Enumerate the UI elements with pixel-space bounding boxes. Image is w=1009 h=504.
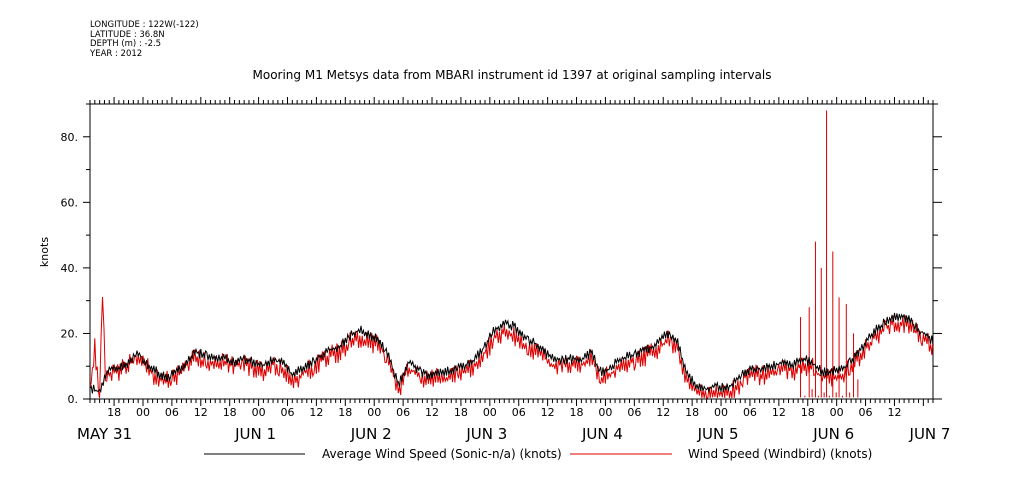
y-tick-label: 0. <box>68 393 79 406</box>
x-tick-label: 00 <box>598 406 612 419</box>
x-tick-label: 12 <box>309 406 323 419</box>
x-tick-label: 06 <box>627 406 641 419</box>
series-line-avg <box>90 312 933 394</box>
x-tick-label: 18 <box>338 406 352 419</box>
x-tick-labels: 18 00 06 12 18 00 06 12 18 00 06 12 18 00 06 12 18 00 06 12… <box>107 406 901 419</box>
y-axis-label: knots <box>38 237 51 267</box>
x-tick-label: 12 <box>887 406 901 419</box>
chart-title: Mooring M1 Metsys data from MBARI instru… <box>252 68 772 82</box>
x-tick-label: 12 <box>541 406 555 419</box>
date-label: JUN 1 <box>234 425 276 443</box>
series-line-windbird <box>90 296 933 399</box>
x-tick-label: 18 <box>223 406 237 419</box>
x-tick-label: 18 <box>107 406 121 419</box>
date-label: JUN 4 <box>581 425 623 443</box>
x-tick-label: 00 <box>714 406 728 419</box>
latitude-text: LATITUDE : 36.8N <box>90 29 165 40</box>
date-label: MAY 31 <box>77 425 132 443</box>
legend-label-avg: Average Wind Speed (Sonic-n/a) (knots) <box>322 447 562 461</box>
depth-text: DEPTH (m) : -2.5 <box>90 39 162 50</box>
date-label: JUN 3 <box>465 425 507 443</box>
x-tick-label: 12 <box>772 406 786 419</box>
x-tick-label: 12 <box>425 406 439 419</box>
metadata-block: LONGITUDE : 122W(-122) LATITUDE : 36.8N DE… <box>90 20 199 59</box>
x-tick-label: 00 <box>367 406 381 419</box>
year-text: YEAR : 2012 <box>90 48 143 59</box>
longitude-text: LONGITUDE : 122W(-122) <box>90 20 199 30</box>
date-label: JUN 7 <box>909 425 951 443</box>
date-label: JUN 2 <box>350 425 392 443</box>
date-label: JUN 5 <box>697 425 739 443</box>
x-tick-label: 18 <box>685 406 699 419</box>
x-tick-label: 18 <box>570 406 584 419</box>
x-tick-label: 00 <box>483 406 497 419</box>
x-tick-label: 12 <box>656 406 670 419</box>
series-layer <box>90 110 933 399</box>
y-tick-label: 80. <box>61 131 79 144</box>
legend: Average Wind Speed (Sonic-n/a) (knots) W… <box>204 447 872 461</box>
y-tick-label: 20. <box>61 327 79 340</box>
x-tick-label: 00 <box>830 406 844 419</box>
y-tick-labels: 0. 20. 40. 60. 80. <box>61 131 79 406</box>
date-labels: MAY 31 JUN 1 JUN 2 JUN 3 JUN 4 JUN 5 JUN 6 JUN … <box>77 425 950 443</box>
y-tick-label: 60. <box>61 196 79 209</box>
x-tick-label: 00 <box>136 406 150 419</box>
legend-label-windbird: Wind Speed (Windbird) (knots) <box>688 447 872 461</box>
x-tick-label: 06 <box>165 406 179 419</box>
x-tick-label: 00 <box>252 406 266 419</box>
x-tick-label: 18 <box>454 406 468 419</box>
x-tick-label: 06 <box>396 406 410 419</box>
date-label: JUN 6 <box>812 425 854 443</box>
x-tick-label: 06 <box>512 406 526 419</box>
plot-frame <box>89 103 934 400</box>
x-tick-label: 06 <box>743 406 757 419</box>
x-tick-label: 18 <box>801 406 815 419</box>
x-tick-label: 12 <box>194 406 208 419</box>
axis-ticks <box>83 97 942 406</box>
x-tick-label: 06 <box>281 406 295 419</box>
x-tick-label: 06 <box>859 406 873 419</box>
y-tick-label: 40. <box>61 262 79 275</box>
